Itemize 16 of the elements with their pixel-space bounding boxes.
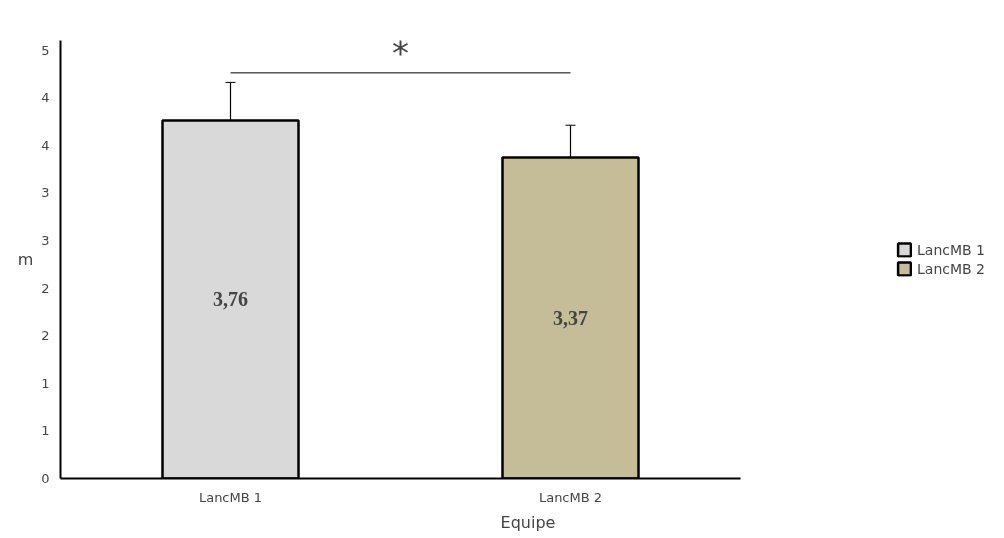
y-tick-label: 1 — [41, 423, 50, 439]
y-tick-label: 4 — [41, 90, 50, 106]
x-axis-title: Equipe — [500, 512, 556, 532]
y-tick-label: 0 — [41, 471, 50, 486]
y-tick-label: 1 — [41, 375, 50, 391]
y-tick-label: 3 — [41, 232, 50, 248]
data-label: 3,76 — [213, 288, 248, 311]
legend-label: LancMB 2 — [917, 260, 985, 277]
legend-label: LancMB 1 — [917, 241, 985, 258]
y-tick-label: 2 — [41, 328, 50, 344]
data-label: 3,37 — [553, 307, 588, 330]
y-axis-title: m — [17, 250, 34, 269]
y-tick-label: 3 — [41, 185, 50, 201]
y-tick-label: 2 — [41, 280, 50, 296]
y-tick-label: 4 — [41, 137, 50, 153]
y-tick-label: 5 — [41, 42, 50, 58]
